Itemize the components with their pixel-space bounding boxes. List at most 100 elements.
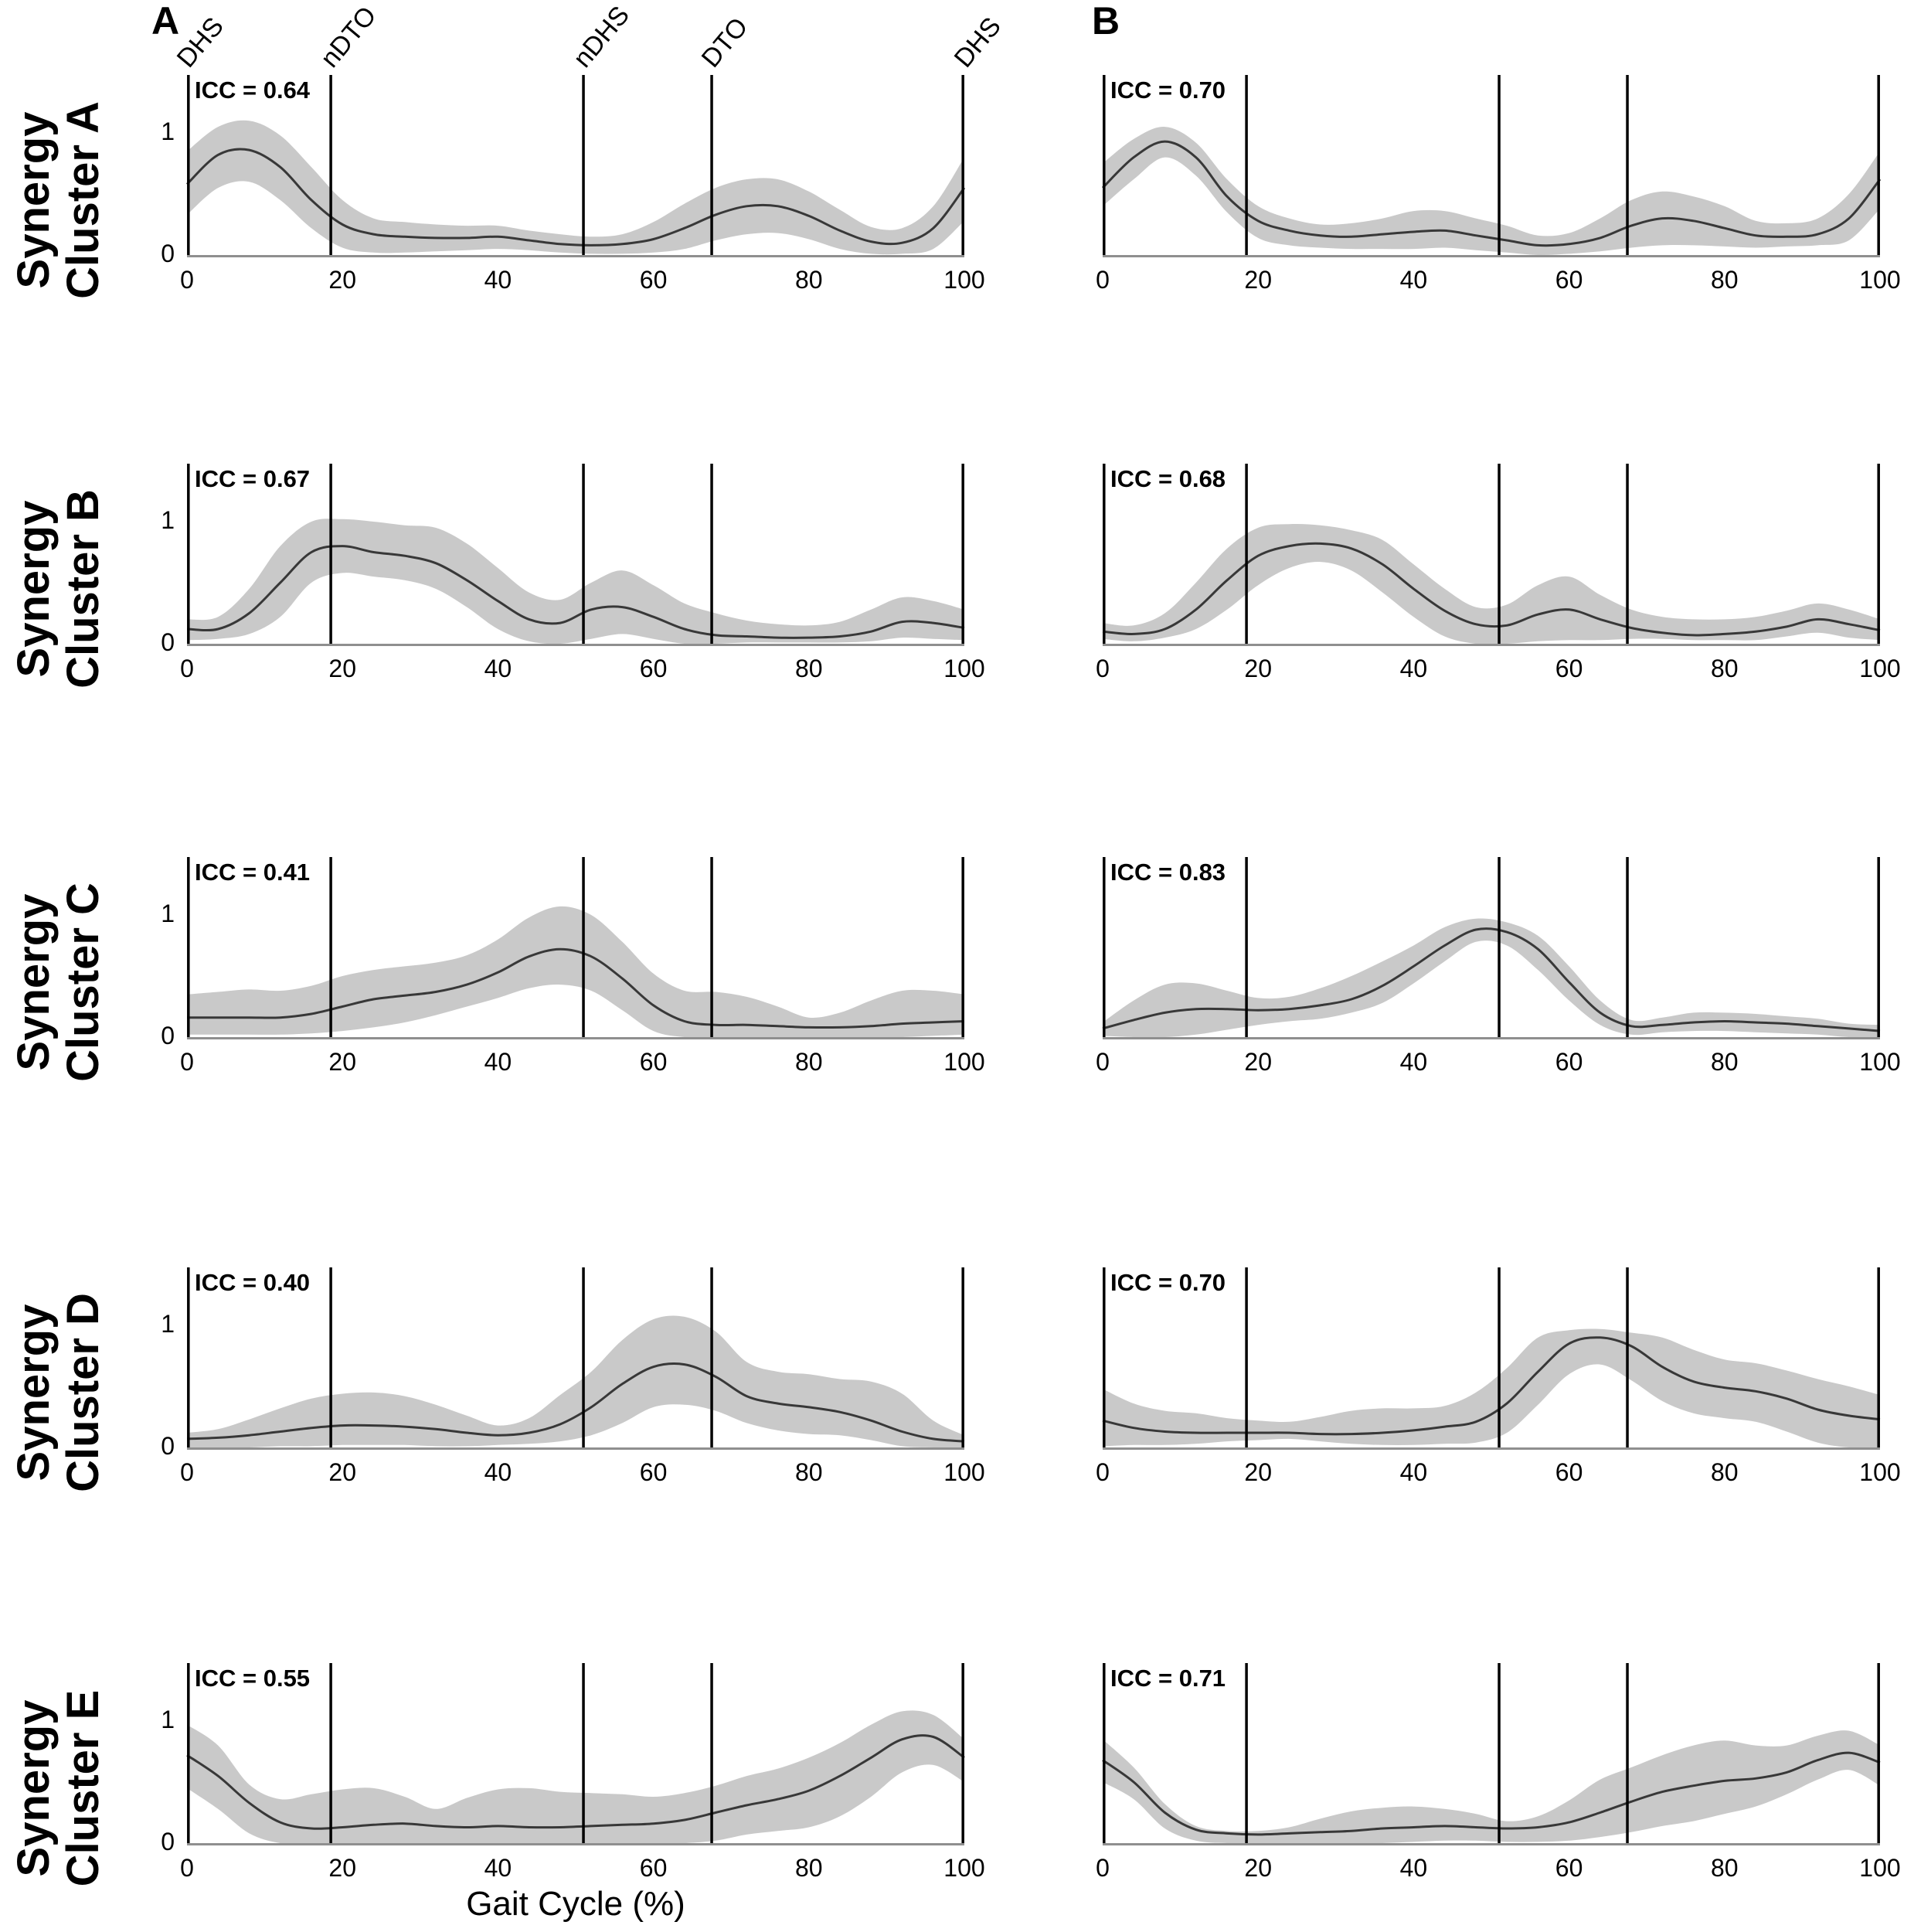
panel-synergy-cluster-c-col-a xyxy=(186,857,965,1041)
confidence-band xyxy=(1103,1730,1880,1844)
x-tick-label: 100 xyxy=(943,655,985,682)
x-tick-label: 40 xyxy=(484,1048,512,1076)
x-tick-label: 100 xyxy=(943,1854,985,1882)
x-tick-label: 80 xyxy=(1711,1458,1739,1486)
panel-synergy-cluster-e-col-a xyxy=(186,1663,965,1847)
mean-line xyxy=(1102,1751,1881,1836)
x-tick-label: 60 xyxy=(1555,1048,1583,1076)
confidence-band xyxy=(1103,918,1880,1038)
mean-line xyxy=(1102,927,1881,1032)
mean-line xyxy=(1102,1336,1881,1436)
row-label-line2: Cluster A xyxy=(58,100,108,299)
confidence-band xyxy=(187,1710,964,1844)
x-tick-label: 100 xyxy=(943,1048,985,1076)
x-tick-label: 20 xyxy=(328,1458,356,1486)
panel-synergy-cluster-d-col-a xyxy=(186,1267,965,1451)
x-tick-label: 20 xyxy=(1244,1854,1272,1882)
event-label-dhs-1: DHS xyxy=(171,12,229,73)
icc-label: ICC = 0.40 xyxy=(195,1269,311,1296)
y-tick-label-1: 1 xyxy=(161,117,175,145)
x-tick-label: 20 xyxy=(1244,655,1272,682)
event-label-ndto: nDTO xyxy=(314,1,382,73)
x-tick-label: 80 xyxy=(1711,655,1739,682)
x-tick-label: 60 xyxy=(639,266,668,294)
icc-label: ICC = 0.70 xyxy=(1110,1269,1226,1296)
y-tick-label-0: 0 xyxy=(161,1432,175,1460)
x-tick-label: 100 xyxy=(1859,266,1901,294)
x-tick-label: 80 xyxy=(795,1048,823,1076)
row-label-line2: Cluster C xyxy=(58,882,108,1082)
row-label-line1: Synergy xyxy=(8,111,59,288)
x-tick-label: 40 xyxy=(1399,1458,1428,1486)
x-tick-label: 0 xyxy=(180,655,194,682)
x-tick-label: 0 xyxy=(1096,1048,1110,1076)
x-tick-label: 60 xyxy=(1555,1458,1583,1486)
x-tick-label: 60 xyxy=(639,1854,668,1882)
row-label-line2: Cluster E xyxy=(58,1689,108,1886)
x-tick-label: 80 xyxy=(795,1854,823,1882)
x-tick-label: 20 xyxy=(1244,1048,1272,1076)
mean-line xyxy=(186,947,965,1029)
x-tick-label: 20 xyxy=(328,655,356,682)
x-tick-label: 40 xyxy=(484,655,512,682)
x-tick-label: 100 xyxy=(1859,1854,1901,1882)
row-label-line1: Synergy xyxy=(8,1699,59,1876)
icc-label: ICC = 0.70 xyxy=(1110,77,1226,104)
x-tick-label: 0 xyxy=(1096,655,1110,682)
x-tick-label: 0 xyxy=(1096,266,1110,294)
x-tick-label: 100 xyxy=(943,1458,985,1486)
event-label-dto: DTO xyxy=(695,12,754,73)
icc-label: ICC = 0.68 xyxy=(1110,465,1226,492)
icc-label: ICC = 0.83 xyxy=(1110,859,1226,886)
x-tick-label: 100 xyxy=(1859,1458,1901,1486)
row-label-line1: Synergy xyxy=(8,500,59,677)
x-tick-label: 80 xyxy=(1711,1048,1739,1076)
confidence-band xyxy=(187,906,964,1038)
x-tick-label: 20 xyxy=(1244,1458,1272,1486)
x-tick-label: 80 xyxy=(795,266,823,294)
x-tick-label: 40 xyxy=(484,1458,512,1486)
y-tick-label-0: 0 xyxy=(161,1022,175,1049)
panel-synergy-cluster-d-col-b xyxy=(1102,1267,1881,1451)
row-label-line1: Synergy xyxy=(8,893,59,1070)
x-tick-label: 80 xyxy=(1711,266,1739,294)
x-tick-label: 20 xyxy=(1244,266,1272,294)
mean-line xyxy=(185,148,966,247)
icc-label: ICC = 0.55 xyxy=(195,1665,311,1692)
x-tick-label: 100 xyxy=(1859,1048,1901,1076)
x-tick-label: 40 xyxy=(1399,655,1428,682)
x-tick-label: 60 xyxy=(639,1458,668,1486)
panel-synergy-cluster-b-col-b xyxy=(1102,464,1881,648)
mean-line xyxy=(186,545,965,639)
x-tick-label: 0 xyxy=(180,1048,194,1076)
confidence-band xyxy=(1103,1328,1880,1448)
x-axis-title: Gait Cycle (%) xyxy=(466,1885,685,1923)
x-tick-label: 100 xyxy=(943,266,985,294)
x-tick-label: 20 xyxy=(328,1854,356,1882)
x-tick-label: 80 xyxy=(795,655,823,682)
mean-line xyxy=(186,1734,965,1830)
icc-label: ICC = 0.41 xyxy=(195,859,311,886)
x-tick-label: 40 xyxy=(484,266,512,294)
y-tick-label-1: 1 xyxy=(161,1706,175,1733)
y-tick-label-1: 1 xyxy=(161,1310,175,1338)
x-tick-label: 80 xyxy=(795,1458,823,1486)
confidence-band xyxy=(1103,523,1880,645)
y-tick-label-1: 1 xyxy=(161,900,175,927)
x-tick-label: 60 xyxy=(1555,266,1583,294)
confidence-band xyxy=(1103,127,1880,256)
row-label-line2: Cluster B xyxy=(58,488,108,689)
row-label-line2: Cluster D xyxy=(58,1292,108,1492)
x-tick-label: 60 xyxy=(639,655,668,682)
event-label-dhs-2: DHS xyxy=(948,12,1007,73)
panel-synergy-cluster-a-col-a xyxy=(185,75,966,259)
x-tick-label: 60 xyxy=(639,1048,668,1076)
panel-synergy-cluster-a-col-b xyxy=(1101,75,1882,259)
x-tick-label: 100 xyxy=(1859,655,1901,682)
x-tick-label: 20 xyxy=(328,266,356,294)
icc-label: ICC = 0.71 xyxy=(1110,1665,1226,1692)
confidence-band xyxy=(187,120,964,255)
x-tick-label: 0 xyxy=(180,266,194,294)
x-tick-label: 60 xyxy=(1555,655,1583,682)
